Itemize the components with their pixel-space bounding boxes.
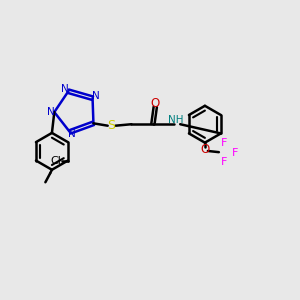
- Text: F: F: [220, 157, 227, 167]
- Text: O: O: [151, 97, 160, 110]
- Text: S: S: [107, 119, 115, 132]
- Text: F: F: [232, 148, 238, 158]
- Text: F: F: [220, 138, 227, 148]
- Text: N: N: [92, 92, 100, 101]
- Text: N: N: [47, 107, 55, 117]
- Text: N: N: [61, 85, 69, 94]
- Text: N: N: [68, 129, 76, 139]
- Text: Cl: Cl: [50, 156, 61, 166]
- Text: O: O: [200, 143, 209, 156]
- Text: NH: NH: [168, 115, 184, 125]
